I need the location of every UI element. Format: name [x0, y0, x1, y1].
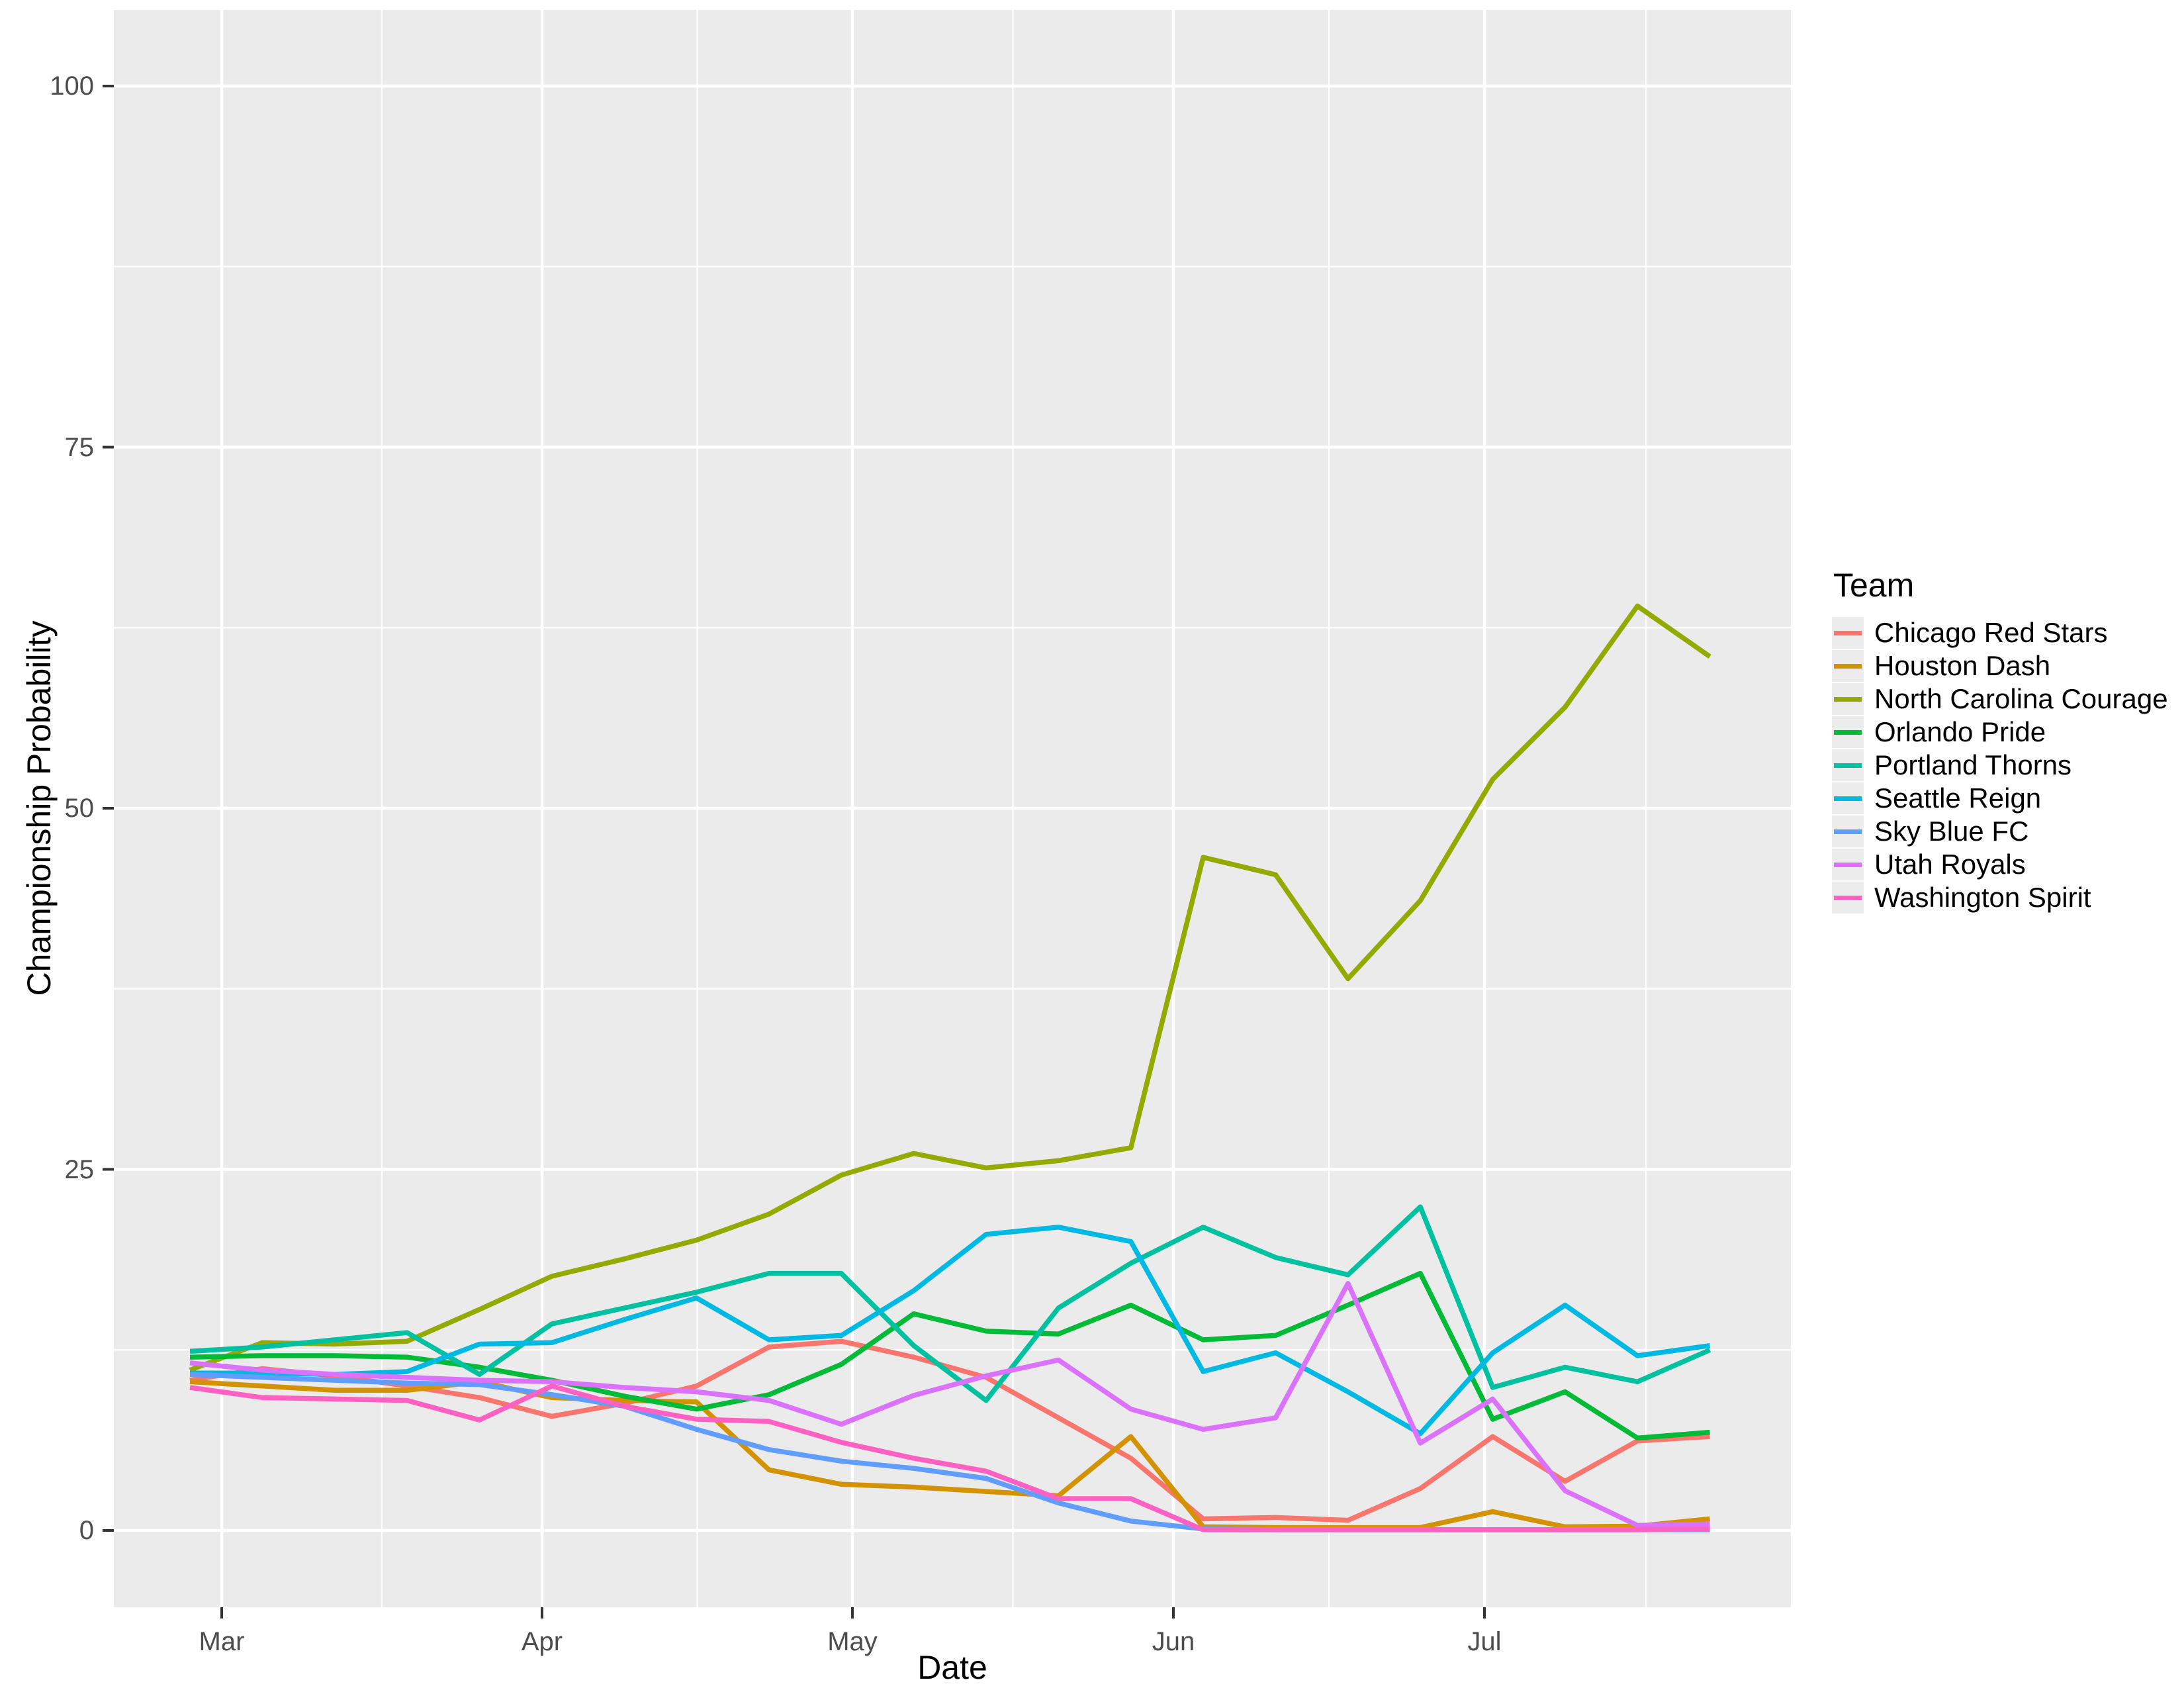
line-north-carolina-courage — [189, 603, 1711, 1373]
legend-key-line — [1834, 730, 1862, 735]
x-tick-label-mar: Mar — [199, 1627, 245, 1656]
line-chicago-red-stars — [189, 1338, 1710, 1523]
legend-key-line — [1834, 664, 1862, 669]
legend-row-utah-royals: Utah Royals — [1832, 848, 2168, 881]
x-tick-label-jul: Jul — [1467, 1627, 1502, 1656]
line-portland-thorns — [189, 1204, 1711, 1403]
legend-key-line — [1834, 631, 1862, 635]
legend-label: Houston Dash — [1874, 650, 2051, 681]
line-seattle-reign — [190, 1225, 1711, 1436]
legend-key-line — [1834, 697, 1862, 702]
legend-key-swatch — [1832, 849, 1864, 880]
legend-rows: Chicago Red Stars Houston Dash North Carol… — [1832, 616, 2168, 914]
legend-key-line — [1834, 896, 1862, 900]
legend-label: Orlando Pride — [1874, 716, 2046, 747]
x-tick-label-may: May — [827, 1627, 878, 1656]
legend-key-line — [1834, 829, 1862, 834]
legend-row-houston-dash: Houston Dash — [1832, 649, 2168, 682]
legend-key-swatch — [1832, 716, 1864, 748]
legend-label: Portland Thorns — [1874, 749, 2072, 780]
legend-row-orlando-pride: Orlando Pride — [1832, 716, 2168, 749]
legend-row-chicago-red-stars: Chicago Red Stars — [1832, 616, 2168, 649]
y-tick-label-25: 25 — [64, 1154, 95, 1184]
legend-row-washington-spirit: Washington Spirit — [1832, 881, 2168, 914]
legend-row-portland-thorns: Portland Thorns — [1832, 749, 2168, 782]
y-tick-label-75: 75 — [64, 432, 95, 462]
legend-label: North Carolina Courage — [1874, 683, 2168, 714]
legend-label: Seattle Reign — [1874, 782, 2042, 814]
legend-label: Sky Blue FC — [1874, 816, 2029, 847]
line-utah-royals — [189, 1281, 1710, 1528]
legend: Team Chicago Red Stars Houston Dash North … — [1832, 566, 2168, 914]
legend-key-swatch — [1832, 683, 1864, 715]
legend-key-line — [1834, 863, 1862, 867]
x-tick-label-apr: Apr — [521, 1627, 563, 1656]
legend-row-north-carolina-courage: North Carolina Courage — [1832, 682, 2168, 716]
line-washington-spirit — [189, 1383, 1710, 1532]
y-axis-title: Championship Probability — [21, 620, 58, 996]
legend-label: Chicago Red Stars — [1874, 617, 2108, 648]
legend-key-swatch — [1832, 617, 1864, 649]
legend-label: Utah Royals — [1874, 849, 2026, 880]
legend-row-sky-blue-fc: Sky Blue FC — [1832, 815, 2168, 848]
legend-key-swatch — [1832, 882, 1864, 914]
legend-key-line — [1834, 796, 1862, 801]
legend-row-seattle-reign: Seattle Reign — [1832, 782, 2168, 815]
y-tick-label-0: 0 — [79, 1516, 94, 1545]
legend-key-swatch — [1832, 749, 1864, 781]
y-tick-label-100: 100 — [50, 71, 94, 101]
x-tick-label-jun: Jun — [1152, 1627, 1195, 1656]
line-orlando-pride — [189, 1270, 1710, 1441]
x-axis-title: Date — [917, 1649, 987, 1686]
legend-key-swatch — [1832, 782, 1864, 814]
legend-label: Washington Spirit — [1874, 882, 2091, 913]
legend-key-line — [1834, 763, 1862, 768]
legend-key-swatch — [1832, 816, 1864, 847]
legend-title: Team — [1833, 567, 1915, 604]
y-tick-label-50: 50 — [64, 794, 95, 823]
legend-key-swatch — [1832, 650, 1864, 682]
